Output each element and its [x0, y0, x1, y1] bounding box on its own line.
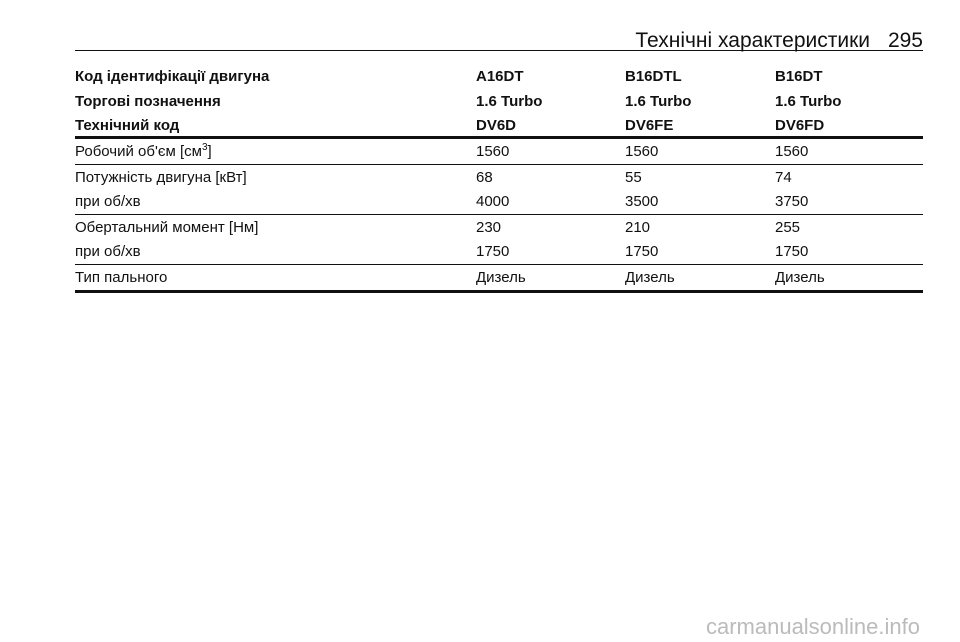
watermark: carmanualsonline.info	[705, 614, 920, 639]
table-cell: Дизель	[476, 269, 526, 286]
thick-rule	[75, 290, 923, 293]
table-cell: 3750	[775, 193, 809, 210]
table-cell: 255	[775, 219, 801, 236]
header-title: Технічні характеристики	[635, 29, 870, 52]
cell-text: Робочий об'єм [см	[75, 143, 202, 160]
table-cell: DV6D	[476, 117, 517, 134]
page-number: 295	[887, 29, 923, 52]
table-cell: B16DTL	[625, 68, 682, 85]
row-rule	[75, 264, 923, 265]
table-cell: при об/хв	[75, 243, 141, 260]
table-cell: DV6FD	[775, 117, 825, 134]
table-cell: DV6FE	[625, 117, 674, 134]
table-cell: Торгові позначення	[75, 92, 221, 110]
table-cell: 1.6 Turbo	[476, 92, 543, 110]
table-cell: 74	[775, 169, 792, 186]
table-cell: 3500	[625, 193, 659, 210]
row-rule	[75, 214, 923, 215]
table-cell: Тип пального	[75, 269, 168, 286]
table-cell: Робочий об'єм [см3]	[75, 143, 212, 161]
table-cell: B16DT	[775, 68, 823, 85]
table-cell: 1.6 Turbo	[625, 92, 692, 110]
table-cell: 210	[625, 219, 651, 236]
table-cell: 55	[625, 169, 642, 186]
table-cell: 1560	[625, 143, 659, 160]
table-cell: 1.6 Turbo	[775, 92, 842, 110]
table-cell: Дизель	[775, 269, 825, 286]
table-cell: 1750	[775, 243, 809, 260]
table-cell: 230	[476, 219, 502, 236]
table-cell: A16DT	[476, 68, 524, 85]
header-rule	[75, 50, 923, 51]
table-cell: Технічний код	[75, 117, 180, 134]
table-cell: Потужність двигуна [кВт]	[75, 169, 247, 186]
superscript: 3	[201, 142, 208, 153]
table-cell: 1560	[775, 143, 809, 160]
table-cell: 1560	[476, 143, 510, 160]
table-cell: 1750	[625, 243, 659, 260]
thick-rule	[75, 136, 923, 139]
table-cell: Код ідентифікації двигуна	[75, 68, 270, 85]
cell-text: ]	[207, 143, 212, 160]
table-cell: 68	[476, 169, 493, 186]
table-cell: Обертальний момент [Нм]	[75, 219, 259, 236]
table-cell: Дизель	[625, 269, 675, 286]
row-rule	[75, 164, 923, 165]
table-cell: 4000	[476, 193, 510, 210]
table-cell: при об/хв	[75, 193, 141, 210]
table-cell: 1750	[476, 243, 510, 260]
